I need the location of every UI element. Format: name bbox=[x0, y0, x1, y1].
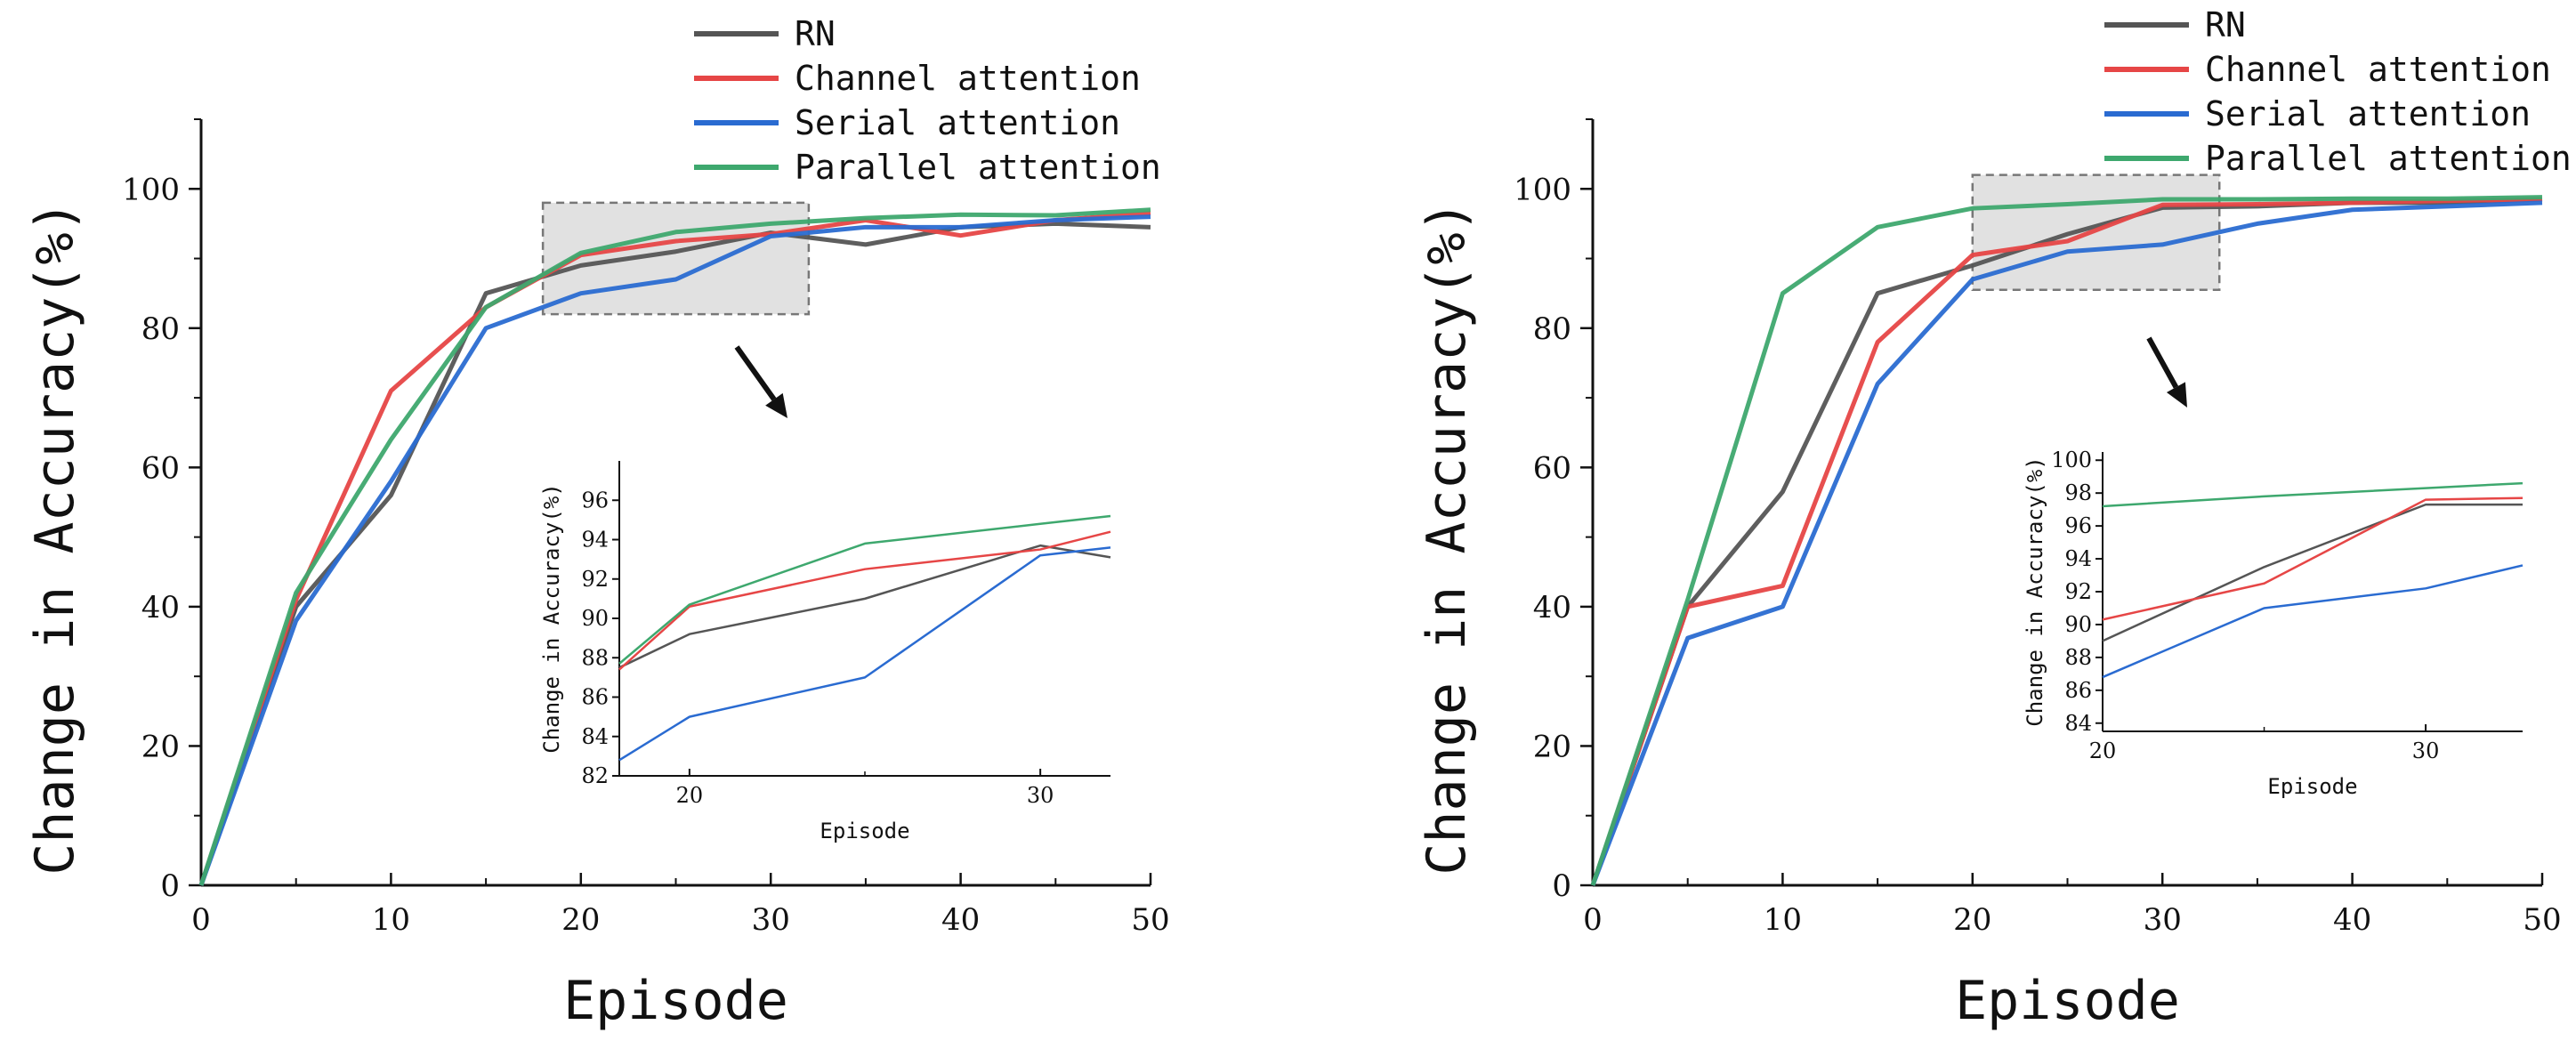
zoom-arrow-head bbox=[765, 392, 787, 418]
inset-y-axis-label: Change in Accuracy(%) bbox=[2023, 456, 2047, 726]
inset-background bbox=[619, 461, 1110, 776]
x-tick-label: 10 bbox=[372, 902, 410, 938]
chart-panel-2: 0 10 20 30 40 50 0 20 40 60 80 100 Episode Change in … bbox=[1416, 5, 2572, 1032]
inset-series-line-serial-attention bbox=[618, 546, 1111, 762]
legend-label: Serial attention bbox=[795, 103, 1120, 142]
x-axis-label: Episode bbox=[563, 970, 788, 1032]
y-tick-label: 0 bbox=[160, 868, 180, 904]
zoom-arrow-head bbox=[2166, 382, 2187, 407]
inset-y-tick-label: 88 bbox=[581, 645, 609, 670]
inset-y-tick-label: 94 bbox=[581, 528, 609, 553]
x-tick-label: 50 bbox=[2523, 902, 2561, 938]
x-tick-label: 40 bbox=[941, 902, 980, 938]
y-tick-label: 100 bbox=[122, 172, 180, 207]
x-axis-label: Episode bbox=[1955, 970, 2180, 1032]
inset-series-line-parallel-attention bbox=[618, 514, 1111, 665]
inset-chart: 20 30 82 84 86 88 90 92 94 96 Episode Change in Acc… bbox=[539, 461, 1111, 843]
inset-y-tick-label: 88 bbox=[2064, 645, 2092, 670]
x-tick-label: 30 bbox=[752, 902, 790, 938]
inset-y-tick-label: 82 bbox=[581, 763, 609, 788]
inset-y-tick-label: 92 bbox=[2064, 579, 2092, 604]
legend-label: RN bbox=[2205, 5, 2246, 44]
inset-x-axis-label: Episode bbox=[820, 819, 909, 843]
y-tick-label: 0 bbox=[1552, 868, 1571, 904]
zoom-arrow bbox=[2146, 336, 2179, 389]
inset-y-tick-label: 100 bbox=[2051, 448, 2092, 472]
inset-x-tick-label: 30 bbox=[1027, 783, 1054, 808]
inset-y-tick-label: 96 bbox=[581, 488, 609, 512]
legend-label: Serial attention bbox=[2205, 94, 2531, 133]
y-tick-label: 20 bbox=[141, 729, 180, 764]
x-tick-label: 50 bbox=[1131, 902, 1169, 938]
inset-chart: 20 30 84 86 88 90 92 94 96 98 100 Episode Change in … bbox=[2023, 448, 2524, 799]
zoom-region-box bbox=[541, 201, 811, 316]
inset-y-tick-label: 92 bbox=[581, 567, 609, 592]
legend-label: RN bbox=[795, 14, 836, 53]
y-tick-label: 40 bbox=[1533, 590, 1571, 625]
inset-y-axis-label: Change in Accuracy(%) bbox=[539, 483, 564, 753]
y-tick-label: 80 bbox=[1533, 311, 1571, 347]
y-tick-label: 60 bbox=[141, 450, 180, 486]
inset-x-tick-label: 20 bbox=[2089, 738, 2117, 763]
inset-series-line-rn bbox=[618, 544, 1111, 669]
x-tick-label: 0 bbox=[1583, 902, 1603, 938]
x-tick-label: 10 bbox=[1764, 902, 1802, 938]
inset-series-line-channel-attention bbox=[618, 530, 1111, 671]
legend-label: Parallel attention bbox=[795, 148, 1161, 187]
y-axis-label: Change in Accuracy(%) bbox=[1416, 200, 1478, 876]
y-tick-label: 60 bbox=[1533, 450, 1571, 486]
inset-x-tick-label: 20 bbox=[676, 783, 704, 808]
inset-x-axis-label: Episode bbox=[2267, 774, 2357, 799]
x-tick-label: 40 bbox=[2333, 902, 2371, 938]
inset-x-tick-label: 30 bbox=[2412, 738, 2440, 763]
inset-y-tick-label: 96 bbox=[2064, 513, 2092, 538]
inset-y-tick-label: 94 bbox=[2064, 546, 2092, 571]
x-tick-label: 0 bbox=[191, 902, 211, 938]
zoom-arrow bbox=[734, 345, 777, 401]
inset-series-line-channel-attention bbox=[2102, 496, 2524, 621]
y-tick-label: 20 bbox=[1533, 729, 1571, 764]
y-tick-label: 40 bbox=[141, 590, 180, 625]
x-tick-label: 20 bbox=[1953, 902, 1991, 938]
legend-label: Channel attention bbox=[2205, 50, 2551, 89]
legend-label: Parallel attention bbox=[2205, 139, 2572, 178]
inset-y-tick-label: 84 bbox=[581, 724, 609, 749]
x-tick-label: 20 bbox=[561, 902, 600, 938]
chart-panel-1: 0 10 20 30 40 50 0 20 40 60 80 100 Episode Change in … bbox=[24, 14, 1170, 1032]
inset-y-tick-label: 90 bbox=[2064, 612, 2092, 637]
inset-series-line-rn bbox=[2102, 503, 2523, 642]
inset-y-tick-label: 86 bbox=[2064, 678, 2092, 703]
inset-y-tick-label: 98 bbox=[2064, 480, 2092, 505]
y-tick-label: 100 bbox=[1514, 172, 1571, 207]
inset-series-line-serial-attention bbox=[2102, 564, 2524, 679]
legend-label: Channel attention bbox=[795, 59, 1141, 98]
inset-series-line-parallel-attention bbox=[2102, 481, 2524, 508]
y-axis-label: Change in Accuracy(%) bbox=[24, 200, 86, 876]
inset-y-tick-label: 84 bbox=[2064, 711, 2092, 736]
x-tick-label: 30 bbox=[2144, 902, 2182, 938]
inset-y-tick-label: 86 bbox=[581, 685, 609, 710]
inset-y-tick-label: 90 bbox=[581, 606, 609, 631]
y-tick-label: 80 bbox=[141, 311, 180, 347]
